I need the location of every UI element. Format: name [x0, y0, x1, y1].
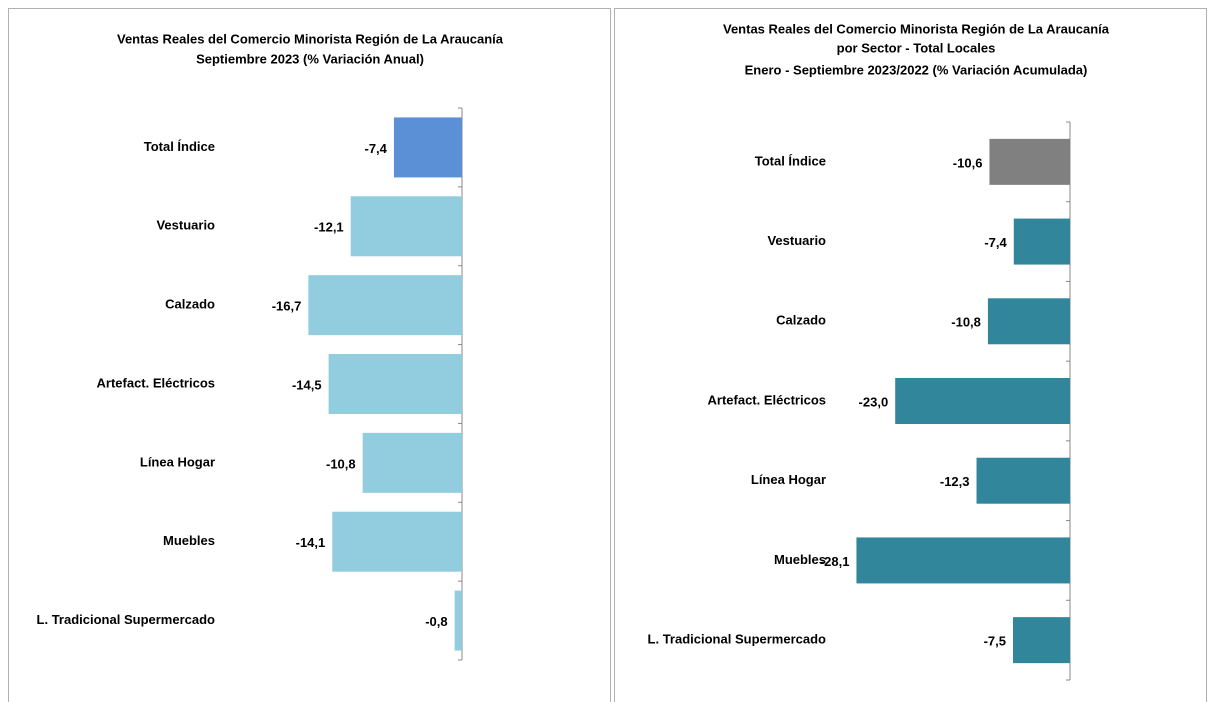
value-label: -10,8 — [951, 315, 981, 330]
value-label: -14,1 — [296, 535, 326, 550]
bar — [328, 354, 462, 414]
chart-title: Enero - Septiembre 2023/2022 (% Variació… — [745, 62, 1088, 77]
value-label: -28,1 — [820, 554, 850, 569]
bar — [393, 117, 462, 178]
panel-left — [8, 8, 611, 702]
value-label: -7,4 — [984, 235, 1007, 250]
category-label: L. Tradicional Supermercado — [37, 612, 215, 627]
category-label: Artefact. Eléctricos — [97, 375, 216, 390]
chart-title: Ventas Reales del Comercio Minorista Reg… — [723, 21, 1110, 36]
value-label: -7,5 — [984, 634, 1006, 649]
bar — [976, 457, 1070, 504]
value-label: -7,4 — [365, 141, 388, 156]
bar — [856, 537, 1070, 584]
bar — [1013, 617, 1070, 664]
bar — [895, 378, 1070, 424]
category-label: Calzado — [776, 313, 826, 328]
value-label: -12,1 — [314, 220, 344, 235]
value-label: -10,6 — [953, 155, 983, 170]
value-label: -10,8 — [326, 456, 356, 471]
bar — [987, 298, 1070, 345]
category-label: Vestuario — [156, 218, 215, 233]
bar — [454, 590, 462, 651]
value-label: -14,5 — [292, 377, 322, 392]
category-label: Muebles — [774, 552, 826, 567]
category-label: Artefact. Eléctricos — [708, 392, 827, 407]
bar — [1013, 218, 1070, 265]
panel-right — [614, 8, 1207, 702]
bar — [332, 511, 462, 572]
category-label: Muebles — [163, 533, 215, 548]
value-label: -0,8 — [425, 614, 447, 629]
value-label: -23,0 — [859, 394, 889, 409]
chart-title: por Sector - Total Locales — [837, 40, 996, 55]
category-label: Total Índice — [755, 153, 826, 168]
bar — [308, 275, 462, 336]
category-label: L. Tradicional Supermercado — [648, 632, 826, 647]
category-label: Línea Hogar — [140, 454, 215, 469]
category-label: Total Índice — [144, 139, 215, 154]
bar — [362, 432, 462, 493]
value-label: -16,7 — [272, 299, 302, 314]
bar — [989, 138, 1070, 185]
category-label: Calzado — [165, 297, 215, 312]
bar — [350, 196, 462, 257]
value-label: -12,3 — [940, 474, 970, 489]
chart-title: Septiembre 2023 (% Variación Anual) — [196, 51, 424, 66]
category-label: Línea Hogar — [751, 472, 826, 487]
category-label: Vestuario — [767, 233, 826, 248]
chart-title: Ventas Reales del Comercio Minorista Reg… — [117, 31, 504, 46]
